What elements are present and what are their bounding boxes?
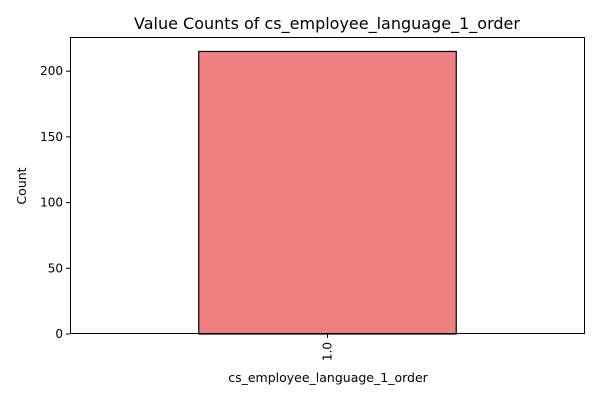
y-tick-label: 50 [48, 261, 63, 275]
y-axis-label: Count [14, 167, 29, 204]
chart-title: Value Counts of cs_employee_language_1_o… [134, 14, 520, 34]
bar [198, 50, 457, 335]
plot-frame [70, 37, 585, 334]
y-tick-label: 150 [40, 130, 63, 144]
y-axis: 0 50 100 150 200 [40, 64, 70, 341]
x-axis: 1.0 [321, 334, 335, 361]
y-tick-label: 100 [40, 196, 63, 210]
plot-area [198, 50, 457, 335]
x-axis-label: cs_employee_language_1_order [228, 370, 428, 385]
y-tick-label: 0 [55, 327, 63, 341]
y-tick-label: 200 [40, 64, 63, 78]
x-tick-label: 1.0 [321, 342, 335, 361]
